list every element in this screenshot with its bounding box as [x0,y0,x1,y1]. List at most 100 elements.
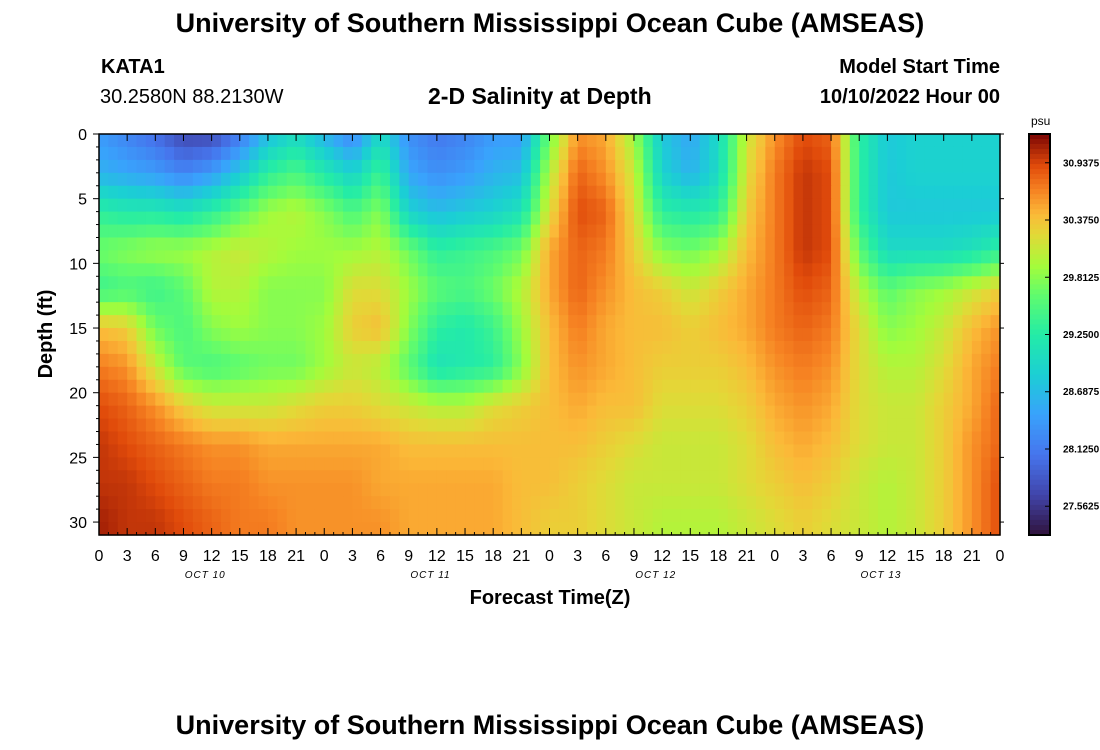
heatmap-cell [361,328,372,342]
heatmap-cell [296,134,307,148]
heatmap-cell [784,522,795,536]
heatmap-cell [953,353,964,368]
heatmap-cell [540,315,551,329]
heatmap-cell [296,328,307,342]
heatmap-cell [587,353,598,368]
heatmap-cell [117,379,128,394]
heatmap-cell [709,405,720,420]
heatmap-cell [145,483,156,497]
heatmap-cell [399,457,410,471]
heatmap-cell [943,315,954,329]
heatmap-cell [868,198,879,213]
heatmap-cell [211,146,222,161]
heatmap-cell [136,353,147,368]
heatmap-cell [399,379,410,394]
heatmap-cell [418,185,429,200]
colorbar-label: 28.1250 [1063,444,1100,455]
heatmap-cell [943,483,954,497]
heatmap-cell [746,159,757,174]
heatmap-cell [868,289,879,303]
heatmap-cell [831,237,842,252]
heatmap-cell [221,211,231,226]
heatmap-cell [521,392,532,407]
heatmap-cell [934,302,945,316]
heatmap-cell [624,159,635,174]
heatmap-cell [709,444,720,458]
heatmap-cell [709,302,720,316]
heatmap-cell [587,366,598,381]
heatmap-cell [849,496,860,510]
heatmap-cell [502,392,513,407]
heatmap-cell [258,146,269,161]
heatmap-cell [314,444,325,458]
heatmap-cell [380,470,391,484]
heatmap-cell [108,366,119,381]
heatmap-cell [962,134,973,148]
heatmap-cell [249,353,260,368]
heatmap-cell [718,159,729,174]
heatmap-cell [343,185,354,200]
heatmap-cell [915,250,926,264]
heatmap-cell [108,328,119,342]
heatmap-cell [821,496,832,510]
heatmap-cell [305,159,316,174]
heatmap-cell [117,250,128,264]
heatmap-cell [981,289,992,303]
heatmap-cell [962,211,973,226]
heatmap-cell [296,509,307,523]
heatmap-cell [511,276,522,290]
heatmap-cell [249,159,260,174]
heatmap-cell [915,405,926,420]
heatmap-cell [934,418,945,433]
heatmap-cell [239,211,250,226]
heatmap-cell [305,366,316,381]
heatmap-cell [455,224,466,239]
heatmap-cell [145,263,156,277]
colorbar-segment [1029,389,1050,396]
heatmap-cell [633,496,644,510]
heatmap-cell [277,522,288,536]
heatmap-cell [474,353,485,368]
heatmap-cell [633,509,644,523]
heatmap-cell [183,159,194,174]
heatmap-cell [831,431,842,446]
heatmap-cell [296,276,307,290]
heatmap-cell [343,496,354,510]
heatmap-cell [859,315,870,329]
heatmap-cell [127,146,138,161]
heatmap-cell [343,444,354,458]
heatmap-cell [136,185,147,200]
heatmap-cell [258,418,269,433]
heatmap-cell [164,237,175,252]
colorbar-segment [1029,529,1050,536]
heatmap-cell [774,379,785,394]
heatmap-cell [643,496,654,510]
heatmap-cell [558,444,569,458]
heatmap-cell [221,250,231,264]
heatmap-cell [615,211,626,226]
heatmap-cell [558,237,569,252]
heatmap-cell [943,379,954,394]
heatmap-cell [718,379,729,394]
heatmap-cell [493,237,504,252]
heatmap-cell [934,392,945,407]
heatmap-cell [371,185,382,200]
station-coordinates: 30.2580N 88.2130W [100,86,284,108]
heatmap-cell [849,483,860,497]
heatmap-cell [305,379,316,394]
heatmap-cell [418,211,429,226]
heatmap-cell [343,276,354,290]
heatmap-cell [521,431,532,446]
heatmap-cell [361,496,372,510]
heatmap-cell [896,522,907,536]
heatmap-cell [305,315,316,329]
heatmap-cell [746,405,757,420]
heatmap-cell [502,276,513,290]
heatmap-cell [981,483,992,497]
x-tick-label: 0 [320,548,329,565]
heatmap-cell [605,302,616,316]
heatmap-cell [155,483,166,497]
heatmap-cell [699,496,710,510]
colorbar-segment [1029,434,1050,441]
heatmap-cell [737,237,748,252]
